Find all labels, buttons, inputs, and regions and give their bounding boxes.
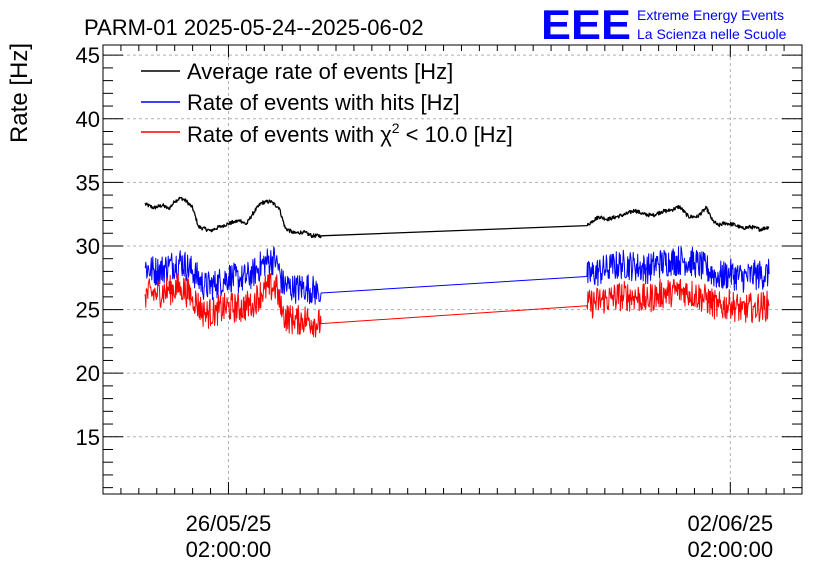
plot-frame: [102, 44, 803, 495]
series-layer: [144, 196, 770, 338]
legend-label-hits: Rate of events with hits [Hz]: [187, 90, 460, 115]
y-tick-labels: 15 20 25 30 35 40 45: [76, 43, 100, 450]
legend-chi2-superscript: 2: [392, 120, 400, 136]
legend: Average rate of events [Hz] Rate of even…: [141, 59, 513, 147]
series-line-0: [144, 196, 770, 239]
y-tick-label: 40: [76, 107, 100, 132]
y-tick-label: 30: [76, 234, 100, 259]
legend-chi2-end: < 10.0 [Hz]: [400, 122, 513, 147]
eee-logo: EEE Extreme Energy Events La Scienza nel…: [541, 1, 787, 48]
series-line-2: [144, 273, 770, 338]
x-tick-date-label: 26/05/25: [186, 511, 272, 536]
x-tick-time-label: 02:00:00: [186, 537, 272, 562]
x-tick-date-label: 02/06/25: [687, 511, 773, 536]
legend-label-chi2: Rate of events with χ2 < 10.0 [Hz]: [187, 120, 513, 147]
chart-title: PARM-01 2025-05-24--2025-06-02: [84, 15, 424, 40]
logo-mark: EEE: [541, 1, 631, 48]
logo-line-1: Extreme Energy Events: [637, 7, 784, 23]
legend-chi2-main: Rate of events with χ: [187, 122, 392, 147]
y-tick-label: 15: [76, 425, 100, 450]
y-tick-label: 35: [76, 170, 100, 195]
series-line-1: [144, 246, 770, 305]
logo-line-2: La Scienza nelle Scuole: [637, 26, 787, 42]
axis-ticks: [103, 45, 802, 494]
y-tick-label: 25: [76, 298, 100, 323]
y-tick-label: 20: [76, 361, 100, 386]
x-tick-time-label: 02:00:00: [687, 537, 773, 562]
y-tick-label: 45: [76, 43, 100, 68]
y-axis-label: Rate [Hz]: [6, 43, 33, 143]
legend-label-average: Average rate of events [Hz]: [187, 59, 453, 84]
